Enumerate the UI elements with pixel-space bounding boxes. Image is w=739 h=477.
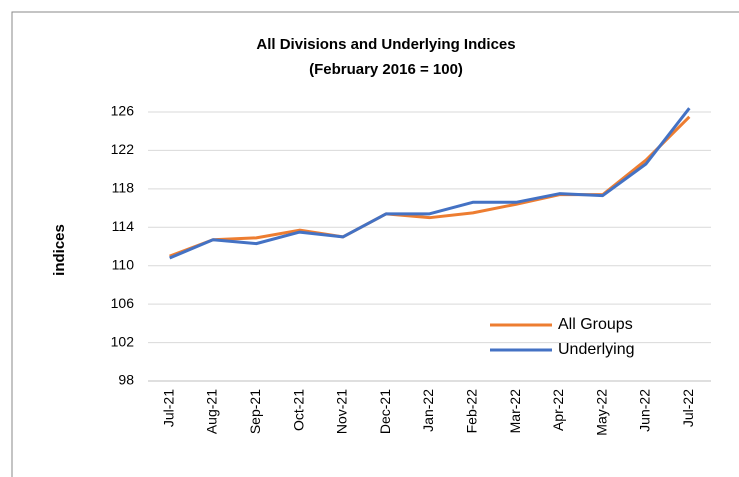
legend-label: Underlying	[558, 341, 634, 358]
x-tick-label: Feb-22	[464, 389, 480, 434]
x-tick-label: Mar-22	[507, 389, 523, 434]
x-tick-label: Jul-22	[680, 389, 696, 427]
y-tick-label: 118	[112, 180, 135, 196]
y-tick-label: 126	[111, 103, 135, 119]
chart-title: All Divisions and Underlying Indices	[256, 36, 515, 53]
y-axis-label: indices	[51, 224, 68, 276]
chart-subtitle: (February 2016 = 100)	[309, 61, 463, 78]
y-tick-label: 122	[111, 141, 135, 157]
y-tick-label: 98	[118, 372, 134, 388]
x-tick-label: Aug-21	[204, 389, 220, 434]
legend-label: All Groups	[558, 316, 633, 333]
y-tick-label: 110	[112, 256, 135, 272]
x-tick-label: Dec-21	[377, 389, 393, 434]
x-tick-label: Jan-22	[420, 389, 436, 432]
x-tick-label: Nov-21	[334, 389, 350, 434]
x-tick-label: May-22	[593, 389, 609, 436]
x-tick-label: Jul-21	[160, 389, 176, 427]
line-series	[169, 107, 691, 260]
x-tick-label: Apr-22	[550, 389, 566, 431]
y-tick-label: 114	[112, 218, 135, 234]
y-tick-label: 106	[111, 295, 135, 311]
chart-frame	[11, 11, 739, 477]
x-tick-label: Sep-21	[247, 389, 263, 434]
x-tick-label: Jun-22	[637, 389, 653, 432]
y-tick-label: 102	[111, 333, 135, 349]
x-tick-label: Oct-21	[290, 389, 306, 431]
